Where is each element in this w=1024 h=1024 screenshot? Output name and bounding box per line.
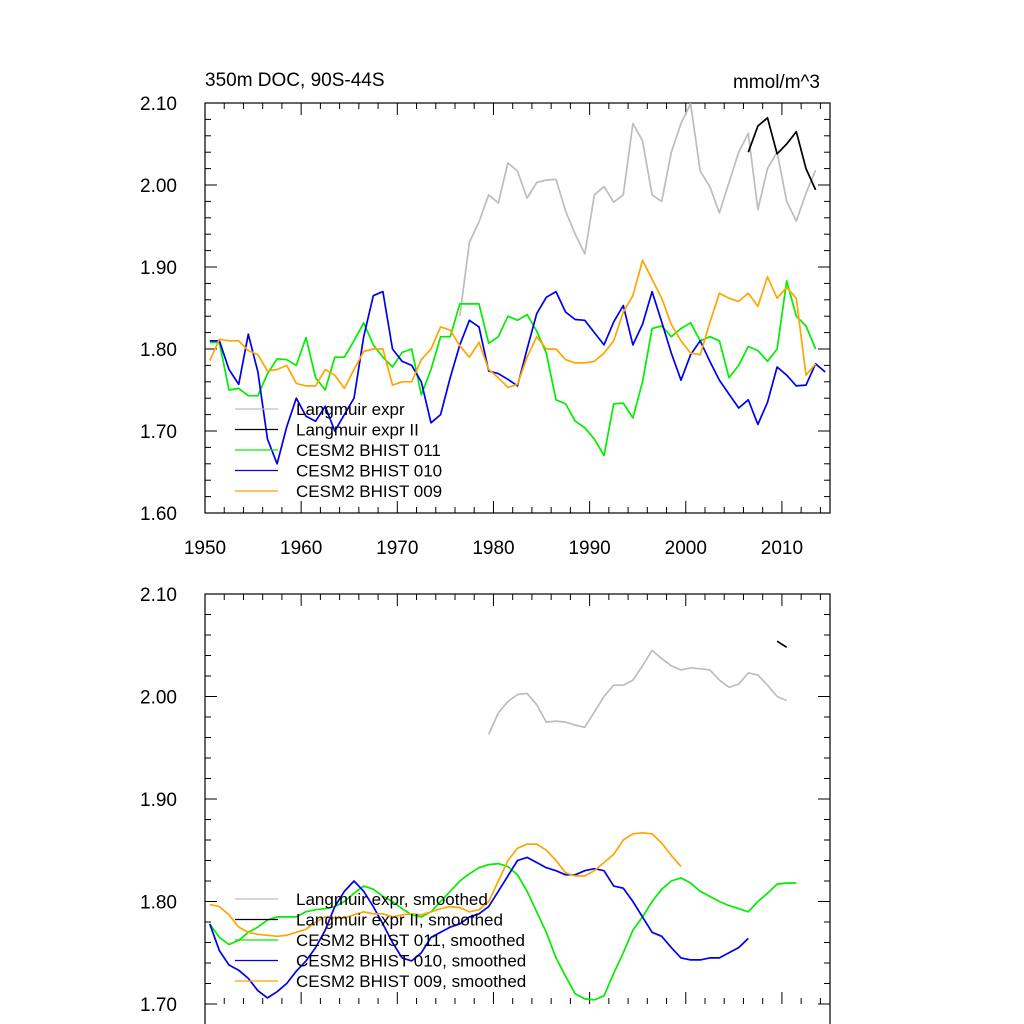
x-tick-label: 1960 bbox=[280, 538, 322, 559]
x-tick-label: 1950 bbox=[184, 538, 226, 559]
legend-label: Langmuir expr II, smoothed bbox=[296, 911, 503, 930]
series-line-2 bbox=[209, 862, 797, 1001]
y-tick-label: 1.80 bbox=[140, 340, 177, 361]
y-tick-label: 1.70 bbox=[140, 995, 177, 1016]
series-line-1 bbox=[747, 116, 817, 191]
series-line-3 bbox=[209, 856, 749, 999]
y-tick-label: 1.70 bbox=[140, 422, 177, 443]
legend-label: CESM2 BHIST 011, smoothed bbox=[296, 931, 525, 950]
y-tick-label: 2.10 bbox=[140, 585, 177, 606]
legend-label: Langmuir expr, smoothed bbox=[296, 890, 488, 909]
top-panel: 350m DOC, 90S-44S mmol/m^3 1.60 1.70 1.80 1… bbox=[140, 70, 831, 559]
y-tick-label: 1.60 bbox=[140, 504, 177, 525]
top-title-right: mmol/m^3 bbox=[733, 72, 820, 93]
series-line-1 bbox=[776, 640, 788, 649]
top-title-left: 350m DOC, 90S-44S bbox=[205, 70, 385, 91]
y-tick-label: 2.00 bbox=[140, 176, 177, 197]
bottom-plot-frame bbox=[204, 593, 831, 1024]
x-tick-label: 1990 bbox=[568, 538, 610, 559]
legend-label: CESM2 BHIST 010 bbox=[296, 462, 442, 481]
series-line-4 bbox=[209, 259, 817, 390]
legend-label: CESM2 BHIST 011 bbox=[296, 441, 441, 460]
series-line-3 bbox=[209, 290, 826, 465]
x-tick-label: 2000 bbox=[665, 538, 707, 559]
x-tick-label: 1980 bbox=[472, 538, 514, 559]
legend-label: CESM2 BHIST 010, smoothed bbox=[296, 952, 526, 971]
legend-label: CESM2 BHIST 009, smoothed bbox=[296, 972, 526, 991]
series-line-0 bbox=[458, 102, 817, 317]
legend-label: Langmuir expr II bbox=[296, 421, 419, 440]
series-line-2 bbox=[209, 280, 817, 457]
x-tick-label: 1970 bbox=[376, 538, 418, 559]
legend-label: Langmuir expr bbox=[296, 400, 405, 419]
y-tick-label: 2.10 bbox=[140, 94, 177, 115]
legend-label: CESM2 BHIST 009 bbox=[296, 482, 442, 501]
y-tick-label: 2.00 bbox=[140, 688, 177, 709]
series-line-4 bbox=[209, 831, 682, 938]
y-tick-label: 1.90 bbox=[140, 258, 177, 279]
series-line-0 bbox=[487, 649, 788, 735]
x-tick-label: 2010 bbox=[761, 538, 803, 559]
top-plot-frame bbox=[204, 102, 831, 514]
y-tick-label: 1.90 bbox=[140, 790, 177, 811]
bottom-panel: 1.70 1.80 1.90 2.00 2.10 Langmuir expr, smoo… bbox=[140, 585, 831, 1024]
y-tick-label: 1.80 bbox=[140, 893, 177, 914]
